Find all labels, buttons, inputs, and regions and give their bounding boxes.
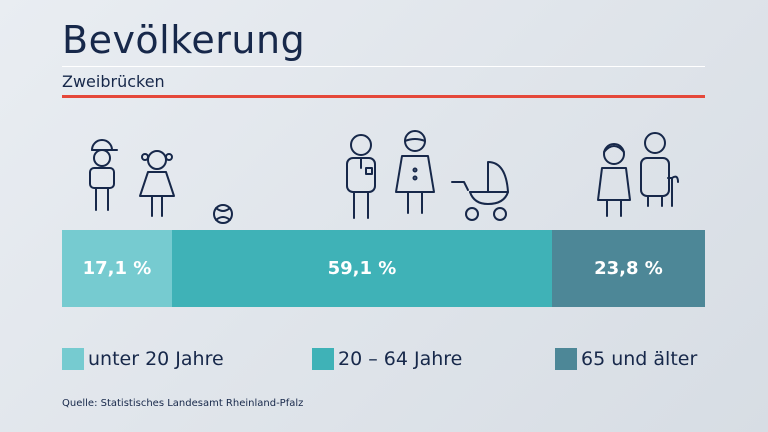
- old-woman-icon: [597, 143, 631, 217]
- stacked-bar: 17,1 % 59,1 % 23,8 %: [62, 230, 705, 307]
- bar-label-under-20: 17,1 %: [82, 258, 152, 279]
- legend-swatch-under-20: [62, 348, 84, 370]
- legend-label-65-plus: 65 und älter: [581, 348, 698, 370]
- legend-swatch-20-64: [312, 348, 334, 370]
- legend-label-under-20: unter 20 Jahre: [88, 348, 224, 370]
- ball-icon: [213, 204, 233, 224]
- accent-divider: [62, 95, 705, 98]
- source-note: Quelle: Statistisches Landesamt Rheinlan…: [62, 398, 304, 409]
- legend-label-20-64: 20 – 64 Jahre: [338, 348, 463, 370]
- woman-icon: [395, 130, 435, 214]
- bar-segment-under-20: 17,1 %: [62, 230, 172, 307]
- legend-swatch-65-plus: [555, 348, 577, 370]
- bar-label-20-64: 59,1 %: [327, 258, 397, 279]
- page-title: Bevölkerung: [62, 18, 306, 62]
- divider: [62, 66, 705, 67]
- bar-segment-65-plus: 23,8 %: [551, 230, 705, 307]
- legend-item-20-64: 20 – 64 Jahre: [312, 348, 462, 370]
- stroller-icon: [451, 161, 509, 221]
- legend-item-under-20: unter 20 Jahre: [62, 348, 224, 370]
- page-subtitle: Zweibrücken: [62, 72, 165, 91]
- legend-item-65-plus: 65 und älter: [555, 348, 697, 370]
- boy-icon: [89, 139, 118, 211]
- man-icon: [346, 134, 376, 219]
- girl-icon: [139, 150, 175, 217]
- bar-segment-20-64: 59,1 %: [171, 230, 552, 307]
- bar-label-65-plus: 23,8 %: [594, 258, 663, 279]
- old-man-icon: [640, 132, 679, 207]
